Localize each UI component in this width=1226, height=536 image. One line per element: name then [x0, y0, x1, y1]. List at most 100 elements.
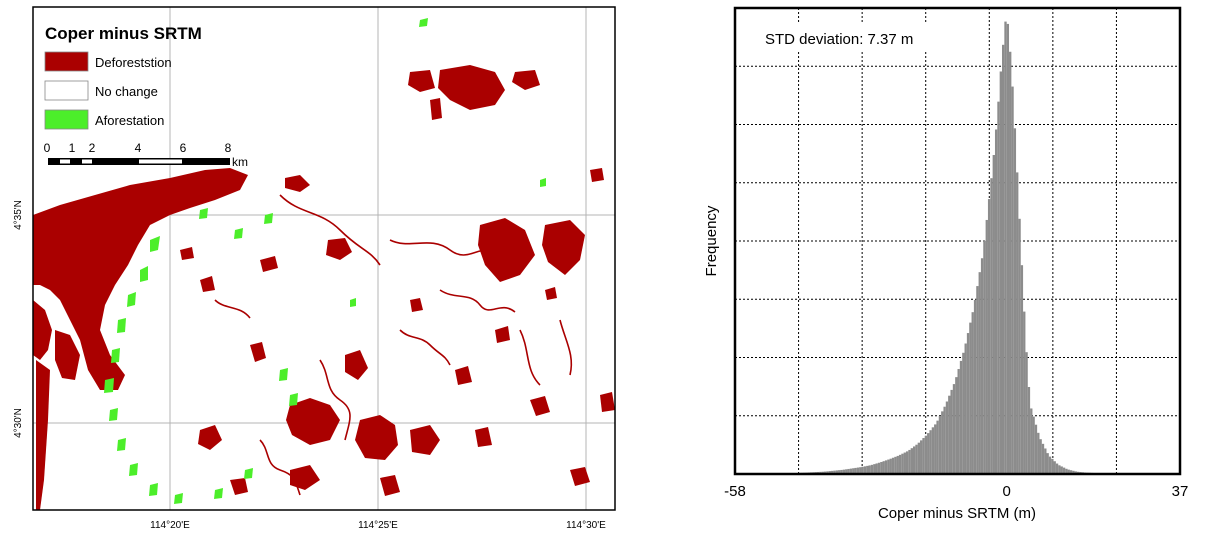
histogram-bar: [945, 401, 949, 474]
histogram-bar: [1011, 86, 1014, 474]
histogram-bar: [894, 456, 897, 474]
histogram-bar: [1020, 265, 1024, 474]
legend-swatch-afforestation: [44, 109, 89, 130]
histogram-bar: [831, 470, 834, 474]
histogram-bar: [887, 459, 890, 474]
histogram-bar: [840, 469, 843, 474]
histogram-bar: [964, 343, 967, 474]
afforestation-areas: [104, 18, 546, 504]
histogram-bar: [903, 452, 906, 474]
histogram-bar: [849, 468, 853, 474]
histogram-bar: [978, 272, 981, 474]
histogram-bar: [1023, 311, 1026, 474]
legend-swatch-deforestation: [44, 51, 89, 72]
histogram-bar: [877, 462, 881, 474]
histogram-bar: [943, 406, 946, 474]
histogram-bar: [938, 416, 942, 474]
histogram-bar: [854, 467, 857, 474]
histogram-bar: [948, 395, 951, 474]
histogram-bar: [966, 333, 970, 474]
histogram-bar: [908, 449, 911, 474]
histogram-bar: [913, 446, 916, 474]
histogram-bar: [957, 369, 960, 474]
histogram-bar: [955, 377, 958, 474]
histogram-bar: [922, 438, 925, 474]
histogram-bar: [999, 71, 1002, 474]
histogram-bar: [1048, 456, 1052, 474]
histogram-bar: [924, 435, 928, 474]
histogram-bar: [833, 470, 836, 474]
lat-label-4-35: 4°35'N: [13, 200, 24, 230]
histogram-bar: [873, 464, 876, 474]
scale-tick-0: 0: [44, 141, 51, 155]
histogram-bar: [901, 453, 904, 474]
histogram-bar: [870, 464, 874, 474]
histogram-bar: [962, 352, 965, 474]
histogram-bar: [1065, 468, 1068, 474]
histogram-bar: [1025, 352, 1028, 474]
map-legend: Deforeststion No change Aforestation: [44, 51, 172, 130]
histogram-bar: [875, 463, 878, 474]
scale-tick-6: 6: [180, 141, 187, 155]
histogram-bar: [1027, 387, 1031, 474]
difference-histogram: STD deviation: 7.37 m -58 0 37 Coper minus…: [703, 6, 1188, 522]
histogram-bar: [905, 451, 909, 474]
histogram-bar: [1069, 470, 1073, 474]
histogram-bar: [1016, 172, 1019, 474]
lon-label-114-30: 114°30'E: [566, 520, 606, 531]
lon-label-114-25: 114°25'E: [358, 520, 398, 531]
histogram-bar: [985, 219, 988, 474]
scale-unit: km: [232, 155, 248, 169]
x-tick-label: 0: [1003, 483, 1011, 500]
histogram-bar: [884, 460, 888, 474]
histogram-bar: [1034, 424, 1038, 474]
histogram-bar: [859, 467, 862, 474]
histogram-bar: [910, 448, 913, 474]
histogram-bar: [959, 360, 963, 474]
histogram-bar: [1074, 471, 1077, 474]
annotation-box: [758, 22, 948, 52]
histogram-bar: [976, 286, 979, 474]
plot-frame: [733, 6, 1182, 476]
histogram-bar: [950, 389, 953, 474]
histogram-bar: [1072, 470, 1075, 474]
histogram-bar: [898, 454, 902, 474]
histogram-bar: [1004, 21, 1007, 474]
histogram-bar: [1062, 467, 1066, 474]
histogram-bar: [917, 442, 921, 474]
scale-tick-1: 1: [69, 141, 76, 155]
histogram-bar: [1053, 461, 1056, 474]
legend-label-deforestation: Deforeststion: [95, 55, 172, 70]
histogram-bar: [1030, 408, 1033, 474]
histogram-bar: [842, 469, 846, 474]
scale-tick-8: 8: [225, 141, 232, 155]
histogram-bar: [852, 468, 855, 474]
histogram-bar: [1002, 44, 1005, 475]
histogram-bar: [882, 461, 885, 474]
std-annotation: STD deviation: 7.37 m: [765, 31, 913, 48]
histogram-bar: [927, 433, 930, 474]
histogram-bar: [863, 466, 867, 474]
scale-tick-2: 2: [89, 141, 96, 155]
histogram-bar: [889, 458, 892, 474]
histogram-bar: [1055, 463, 1059, 474]
histogram-bar: [983, 240, 986, 474]
histogram-bar: [980, 258, 984, 474]
histogram-bar: [941, 411, 944, 474]
scale-bar: 0 1 2 4 6 8 km: [44, 141, 248, 169]
x-axis-label: Coper minus SRTM (m): [878, 505, 1036, 522]
histogram-bar: [845, 469, 848, 474]
map-title: Coper minus SRTM: [45, 24, 202, 43]
histogram-bar: [847, 468, 850, 474]
histogram-bar: [973, 300, 977, 474]
histogram-bar: [1037, 432, 1040, 474]
histogram-bar: [936, 420, 939, 474]
histogram-bar: [952, 384, 956, 474]
histogram-bar: [1041, 443, 1045, 474]
deforestation-map: Coper minus SRTM Deforeststion No change…: [13, 6, 616, 531]
histogram-bar: [934, 424, 937, 474]
map-frame: [32, 6, 616, 511]
legend-label-no-change: No change: [95, 84, 158, 99]
scale-tick-4: 4: [135, 141, 142, 155]
histogram-bar: [838, 470, 841, 474]
